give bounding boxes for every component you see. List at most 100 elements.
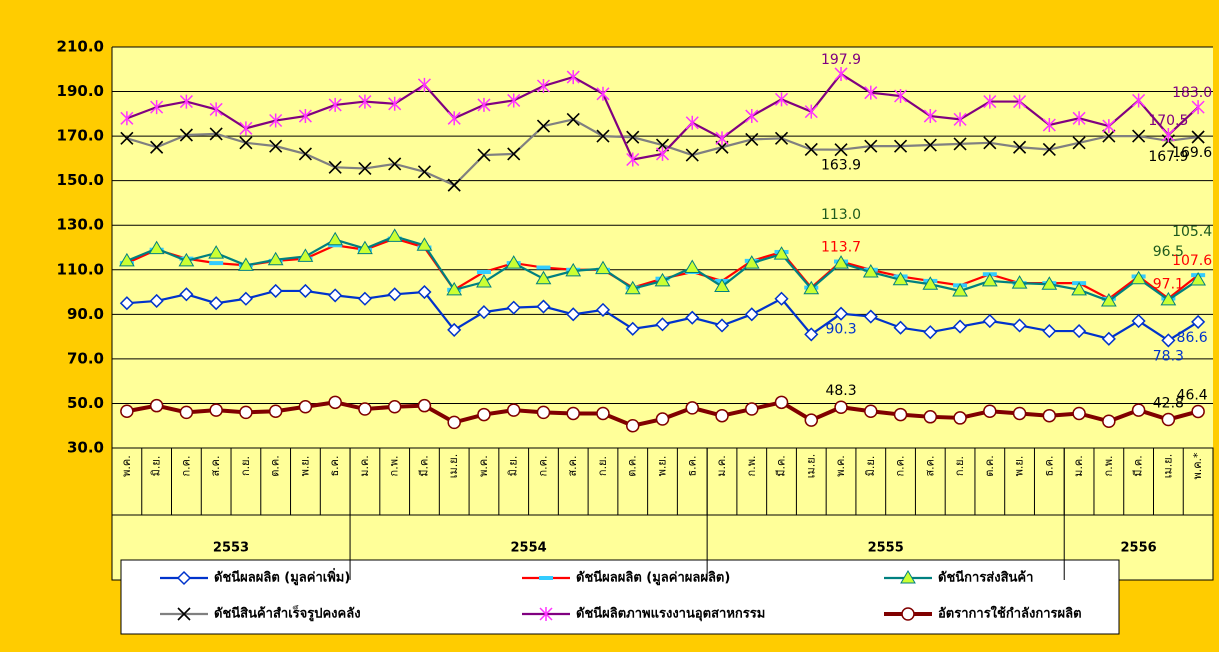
marker: [238, 257, 254, 271]
marker: [1132, 93, 1146, 108]
data-label: 78.3: [1153, 348, 1184, 364]
marker: [267, 251, 284, 266]
marker: [1102, 129, 1116, 143]
marker: [358, 161, 372, 175]
data-label: 167.9: [1148, 149, 1188, 165]
marker: [536, 265, 551, 270]
x-tick-label: มิ.ย.: [507, 456, 520, 477]
marker: [803, 280, 820, 295]
marker: [447, 415, 461, 430]
group-label: 2555: [868, 541, 904, 556]
marker: [209, 127, 223, 141]
marker: [804, 327, 819, 342]
marker: [1041, 276, 1058, 290]
marker: [1101, 331, 1116, 346]
x-tick-label: ธ.ค.: [1042, 455, 1055, 476]
legend-label: ดัชนีการส่งสินค้า: [938, 570, 1033, 586]
group-label: 2553: [213, 541, 249, 556]
marker: [176, 570, 192, 586]
legend-label: ดัชนีผลิตภาพแรงงานอุตสาหกรรม: [576, 606, 765, 622]
data-label: 86.6: [1177, 330, 1208, 346]
marker: [417, 398, 432, 413]
marker: [923, 325, 938, 340]
marker: [1013, 94, 1027, 109]
marker: [893, 320, 908, 335]
marker: [209, 296, 224, 311]
marker: [179, 405, 194, 420]
marker: [447, 178, 461, 192]
marker: [1072, 136, 1086, 150]
marker: [983, 404, 997, 418]
x-tick-label: พ.ย.: [1013, 456, 1026, 477]
x-tick-label: พ.ย.: [656, 456, 669, 477]
marker: [566, 307, 581, 322]
marker: [1130, 270, 1147, 285]
marker: [983, 136, 997, 150]
marker: [358, 402, 372, 416]
data-label: 169.6: [1172, 145, 1212, 161]
marker: [1191, 404, 1205, 419]
y-tick-label: 90.0: [67, 305, 104, 323]
marker: [150, 100, 164, 115]
marker: [626, 130, 640, 144]
data-label: 170.5: [1148, 113, 1188, 129]
x-tick-label: ธ.ค.: [328, 455, 341, 476]
marker: [1190, 272, 1206, 286]
marker: [744, 307, 759, 322]
marker: [476, 270, 491, 275]
marker: [536, 119, 551, 133]
marker: [505, 255, 522, 269]
marker: [953, 112, 967, 127]
marker: [900, 570, 916, 584]
marker: [834, 143, 848, 157]
marker: [1102, 119, 1116, 134]
marker: [208, 245, 225, 259]
data-label: 113.7: [821, 240, 861, 256]
marker: [685, 310, 700, 325]
marker: [298, 147, 312, 161]
x-tick-label: ต.ค.: [626, 455, 639, 477]
legend-label: ดัชนีสินค้าสำเร็จรูปคงคลัง: [214, 604, 361, 622]
marker: [953, 319, 968, 334]
marker: [149, 293, 164, 309]
marker: [864, 85, 878, 100]
data-label: 42.8: [1153, 395, 1184, 411]
marker: [774, 131, 789, 145]
marker: [655, 317, 670, 332]
marker: [1042, 323, 1057, 339]
marker: [1191, 130, 1205, 144]
marker: [595, 302, 611, 317]
marker: [1160, 291, 1177, 306]
marker: [953, 137, 967, 151]
marker: [1072, 323, 1087, 339]
marker: [595, 260, 611, 275]
marker: [743, 255, 760, 269]
marker: [685, 401, 700, 415]
x-tick-label: ก.ค.: [179, 455, 192, 476]
marker: [268, 404, 283, 418]
x-tick-label: พ.ค.*: [1191, 452, 1204, 480]
data-label: 48.3: [825, 383, 856, 399]
marker: [387, 400, 402, 414]
marker: [685, 115, 699, 130]
x-tick-label: พ.ค.: [120, 455, 133, 477]
marker: [298, 109, 312, 124]
x-tick-label: ธ.ค.: [685, 455, 698, 476]
marker: [269, 113, 283, 128]
marker: [774, 92, 789, 107]
marker: [238, 291, 253, 306]
marker: [714, 318, 730, 333]
marker: [893, 407, 908, 422]
x-tick-label: เม.ย.: [1161, 454, 1174, 478]
marker: [774, 395, 789, 410]
marker: [536, 299, 551, 314]
marker: [298, 400, 313, 414]
x-tick-label: ก.ย.: [953, 456, 966, 476]
marker: [328, 395, 342, 410]
marker: [1072, 111, 1086, 126]
marker: [1042, 117, 1056, 132]
marker: [179, 287, 194, 302]
x-tick-label: มี.ค.: [1132, 455, 1145, 477]
data-label: 96.5: [1153, 244, 1184, 260]
